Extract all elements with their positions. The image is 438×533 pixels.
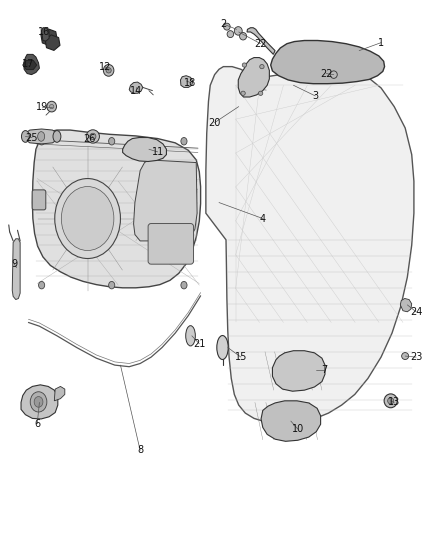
Ellipse shape [384, 394, 397, 408]
Ellipse shape [21, 131, 29, 142]
Ellipse shape [39, 138, 45, 145]
Polygon shape [42, 28, 49, 41]
Ellipse shape [388, 398, 394, 404]
Polygon shape [272, 351, 325, 391]
Polygon shape [400, 298, 412, 312]
Ellipse shape [260, 64, 264, 69]
Ellipse shape [181, 138, 187, 145]
Ellipse shape [402, 353, 409, 359]
Polygon shape [24, 54, 39, 75]
Polygon shape [180, 76, 193, 87]
Ellipse shape [217, 336, 228, 360]
Text: 26: 26 [84, 134, 96, 143]
Polygon shape [54, 386, 65, 401]
Text: 15: 15 [235, 352, 247, 362]
Ellipse shape [86, 130, 99, 143]
Ellipse shape [330, 71, 337, 78]
Polygon shape [206, 67, 414, 422]
Ellipse shape [30, 392, 47, 412]
Text: 13: 13 [388, 398, 400, 407]
Polygon shape [123, 138, 166, 161]
Text: 6: 6 [34, 419, 40, 429]
Text: 24: 24 [410, 307, 422, 317]
Text: 21: 21 [193, 339, 205, 349]
Ellipse shape [39, 281, 45, 289]
Polygon shape [45, 35, 60, 51]
Polygon shape [25, 129, 57, 144]
Text: 9: 9 [11, 259, 17, 269]
Ellipse shape [34, 397, 43, 407]
Ellipse shape [186, 326, 195, 346]
Ellipse shape [241, 91, 245, 95]
Ellipse shape [234, 27, 242, 35]
Text: 12: 12 [99, 62, 111, 71]
Text: 14: 14 [130, 86, 142, 95]
Polygon shape [129, 82, 143, 93]
Polygon shape [12, 239, 20, 300]
Ellipse shape [38, 132, 45, 141]
Text: 17: 17 [22, 59, 35, 69]
Text: 3: 3 [312, 91, 318, 101]
Ellipse shape [55, 179, 120, 259]
Ellipse shape [109, 138, 115, 145]
Ellipse shape [106, 68, 111, 73]
Text: 25: 25 [26, 133, 38, 142]
Ellipse shape [90, 133, 96, 140]
Ellipse shape [103, 64, 114, 76]
Text: 10: 10 [292, 424, 304, 434]
Polygon shape [23, 60, 37, 70]
Polygon shape [32, 130, 201, 288]
Polygon shape [134, 160, 197, 241]
Text: 4: 4 [260, 214, 266, 223]
Ellipse shape [109, 281, 115, 289]
Text: 16: 16 [38, 27, 50, 37]
Text: 22: 22 [320, 69, 332, 78]
Text: 8: 8 [137, 446, 143, 455]
Polygon shape [238, 58, 269, 97]
Text: 11: 11 [152, 147, 164, 157]
Polygon shape [247, 28, 275, 54]
Text: 2: 2 [220, 19, 226, 29]
Polygon shape [41, 29, 57, 46]
FancyBboxPatch shape [32, 190, 46, 210]
Text: 22: 22 [254, 39, 267, 49]
Text: 1: 1 [378, 38, 384, 47]
Polygon shape [21, 385, 58, 419]
Ellipse shape [181, 281, 187, 289]
FancyBboxPatch shape [148, 223, 194, 264]
Ellipse shape [258, 91, 263, 95]
Ellipse shape [53, 131, 61, 142]
Ellipse shape [240, 33, 247, 40]
Ellipse shape [227, 30, 234, 37]
Ellipse shape [224, 23, 230, 30]
Ellipse shape [49, 104, 54, 109]
Text: 7: 7 [321, 366, 327, 375]
Text: 20: 20 [208, 118, 221, 127]
Ellipse shape [47, 101, 57, 112]
Polygon shape [261, 401, 321, 441]
Polygon shape [271, 41, 385, 84]
Ellipse shape [242, 63, 247, 67]
Ellipse shape [61, 187, 114, 251]
Text: 19: 19 [35, 102, 48, 111]
Text: 23: 23 [410, 352, 422, 362]
Text: 18: 18 [184, 78, 197, 87]
